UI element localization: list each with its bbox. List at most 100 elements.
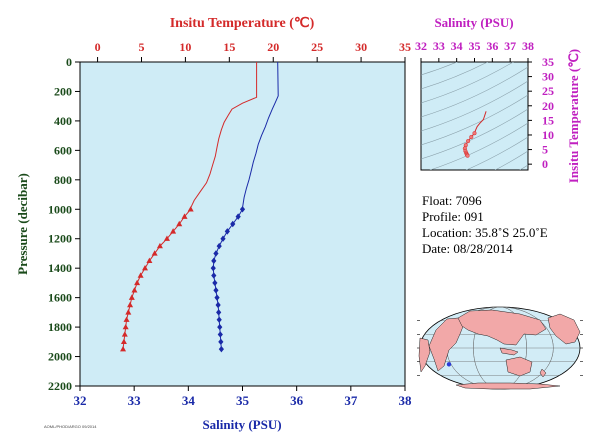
salinity-marker (215, 301, 221, 309)
ts-x-axis-label: Salinity (PSU) (434, 15, 513, 30)
ts-x-tick-label: 36 (486, 39, 498, 53)
salinity-marker (217, 331, 223, 338)
salinity-marker (230, 220, 236, 228)
source-stamp: AOML/PHOD/ARGO 09/2014 (44, 424, 97, 429)
density-contour (421, 108, 528, 160)
salinity-marker (218, 338, 224, 346)
y-tick-label: 1200 (48, 232, 72, 246)
land-south-america (418, 337, 431, 373)
density-contour (465, 136, 528, 170)
salinity-marker (213, 250, 219, 257)
bottom-tick-label: 35 (236, 393, 250, 408)
ts-diagram-background (420, 61, 529, 171)
ts-marker (466, 139, 471, 144)
salinity-marker (216, 316, 222, 323)
land-new-zealand (539, 368, 547, 378)
y-tick-label: 800 (54, 173, 72, 187)
top-tick-label: 20 (267, 40, 279, 54)
ts-y-tick-label: 5 (542, 143, 548, 157)
temperature-marker (146, 257, 153, 264)
ts-marker (472, 131, 477, 136)
salinity-marker (224, 228, 230, 235)
temperature-marker (176, 220, 183, 227)
density-contour (421, 62, 458, 76)
temperature-marker (123, 316, 130, 322)
ts-density-contours (421, 62, 528, 170)
ts-x-tick-label: 33 (433, 39, 445, 53)
top-tick-label: 5 (138, 40, 144, 54)
salinity-marker (239, 206, 246, 213)
bottom-tick-label: 34 (182, 393, 196, 408)
temperature-marker (156, 242, 163, 249)
ts-y-tick-label: 35 (542, 55, 554, 69)
land-australia (505, 356, 533, 377)
temperature-marker (127, 301, 134, 308)
ts-y-tick-label: 30 (542, 70, 554, 84)
location-map (417, 306, 583, 390)
land-north-america (547, 313, 581, 345)
temperature-marker (137, 272, 144, 278)
date: Date: 08/28/2014 (422, 241, 513, 256)
y-tick-label: 1800 (48, 320, 72, 334)
float-id: Float: 7096 (422, 193, 482, 208)
location: Location: 35.8˚S 25.0˚E (422, 225, 548, 240)
ts-y-tick-label: 25 (542, 84, 554, 98)
density-contour (421, 94, 528, 146)
bottom-tick-label: 32 (74, 393, 87, 408)
density-contour (429, 122, 528, 170)
ts-marker (465, 153, 470, 158)
temperature-marker (131, 287, 138, 293)
land-antarctica (455, 382, 561, 390)
bottom-axis-label: Salinity (PSU) (202, 417, 281, 432)
profile-plot-background (79, 61, 406, 387)
salinity-marker (212, 279, 218, 287)
float-location-marker (446, 362, 452, 367)
map-land (418, 309, 581, 390)
density-contour (421, 62, 489, 90)
y-axis-label: Pressure (decibar) (15, 173, 30, 275)
y-tick-label: 1400 (48, 261, 72, 275)
profile-plot: 0200400600800100012001400160018002000220… (15, 16, 412, 432)
top-tick-label: 0 (95, 40, 101, 54)
y-tick-label: 1000 (48, 202, 72, 216)
density-contour (421, 66, 528, 118)
temperature-marker (128, 294, 135, 300)
y-tick-label: 200 (54, 84, 72, 98)
salinity-marker (214, 294, 220, 301)
temperature-marker (187, 206, 194, 212)
land-africa-europe (428, 317, 465, 372)
density-contour (421, 62, 514, 104)
top-tick-label: 10 (179, 40, 191, 54)
ts-y-axis-label: Insitu Temperature (℃) (566, 49, 581, 183)
float-info-panel: Float: 7096 Profile: 091 Location: 35.8˚… (422, 193, 548, 257)
land-asia (457, 309, 547, 346)
y-tick-label: 2200 (48, 379, 72, 393)
bottom-tick-label: 38 (399, 393, 413, 408)
temperature-marker (122, 323, 129, 330)
salinity-marker (218, 345, 224, 353)
y-tick-label: 2000 (48, 350, 72, 364)
salinity-marker (211, 257, 217, 265)
ts-x-tick-label: 35 (469, 39, 481, 53)
ts-diagram-series (462, 111, 487, 158)
salinity-marker (217, 323, 223, 331)
ts-y-tick-label: 20 (542, 99, 554, 113)
ts-marker (469, 134, 474, 140)
salinity-marker (211, 272, 217, 279)
temperature-marker (181, 213, 188, 219)
salinity-marker (235, 213, 241, 220)
profile-plot-ticks: 0200400600800100012001400160018002000220… (48, 40, 412, 408)
salinity-marker (216, 242, 222, 250)
ts-y-tick-label: 0 (542, 157, 548, 171)
temperature-marker (163, 235, 170, 241)
profile-plot-series (120, 61, 279, 353)
temperature-marker (151, 250, 158, 256)
ts-x-tick-label: 37 (504, 39, 516, 53)
ts-y-tick-label: 10 (542, 128, 554, 142)
top-tick-label: 35 (399, 40, 411, 54)
temperature-marker (120, 345, 127, 352)
salinity-marker (220, 235, 226, 242)
temperature-marker (125, 309, 132, 315)
bottom-tick-label: 36 (290, 393, 304, 408)
